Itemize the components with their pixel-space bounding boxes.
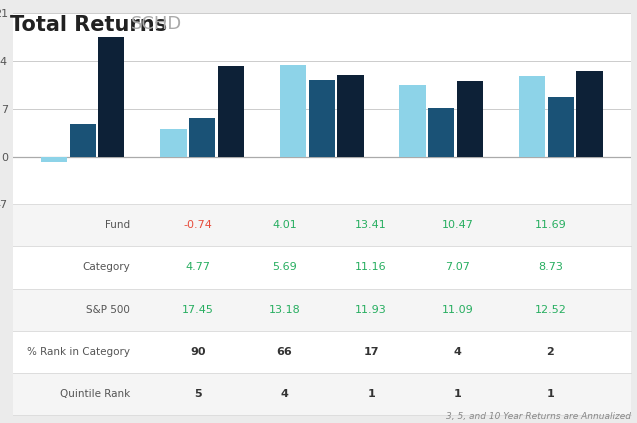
Text: 17.45: 17.45 [182,305,214,315]
Bar [218,66,244,157]
Bar [399,85,426,157]
Text: Quintile Rank: Quintile Rank [60,389,130,398]
Text: 1: 1 [368,389,375,398]
Bar [161,129,187,157]
Text: 5.69: 5.69 [272,263,297,272]
Text: 1: 1 [454,389,461,398]
Text: 4.01: 4.01 [272,220,297,231]
Text: -0.74: -0.74 [183,220,213,231]
Text: 11.93: 11.93 [355,305,387,315]
Text: 66: 66 [276,346,292,357]
Bar [13,247,631,288]
Bar [457,80,483,157]
Bar [13,288,631,330]
Text: 1YR: 1YR [192,209,212,219]
Text: Fund: Fund [105,220,130,231]
Text: 5: 5 [194,389,202,398]
Text: 11.69: 11.69 [534,220,566,231]
Text: 4.77: 4.77 [185,263,211,272]
Text: 5YR: 5YR [431,209,451,219]
Bar [41,157,67,162]
Text: 11.16: 11.16 [355,263,387,272]
Text: 2: 2 [547,346,554,357]
Text: S&P 500: S&P 500 [86,305,130,315]
Bar [69,124,96,157]
Text: 13.41: 13.41 [355,220,387,231]
Text: 10.47: 10.47 [441,220,473,231]
Text: 90: 90 [190,346,206,357]
Text: % Rank in Category: % Rank in Category [27,346,130,357]
Bar [576,71,603,157]
Text: 17: 17 [363,346,379,357]
Text: 8.73: 8.73 [538,263,562,272]
Bar [98,37,124,157]
Text: 12.52: 12.52 [534,305,566,315]
Bar [13,373,631,415]
Text: 10YR: 10YR [547,209,574,219]
Text: 7.07: 7.07 [445,263,470,272]
Bar [337,75,364,157]
Bar [548,97,574,157]
Bar [280,65,306,157]
Text: 3, 5, and 10 Year Returns are Annualized: 3, 5, and 10 Year Returns are Annualized [446,412,631,421]
Text: 3YR: 3YR [311,209,332,219]
Text: Category: Category [82,263,130,272]
Text: Total Returns: Total Returns [10,15,167,35]
Bar [189,118,215,157]
Bar [308,80,335,157]
Text: SCHD: SCHD [131,15,182,33]
Text: YTD: YTD [73,209,93,219]
Bar [428,108,454,157]
Bar [13,204,631,247]
Text: 1: 1 [547,389,554,398]
Text: 4: 4 [281,389,289,398]
Text: 4: 4 [454,346,462,357]
Bar [13,330,631,373]
Text: 13.18: 13.18 [269,305,301,315]
Text: 11.09: 11.09 [441,305,473,315]
Bar [519,77,545,157]
